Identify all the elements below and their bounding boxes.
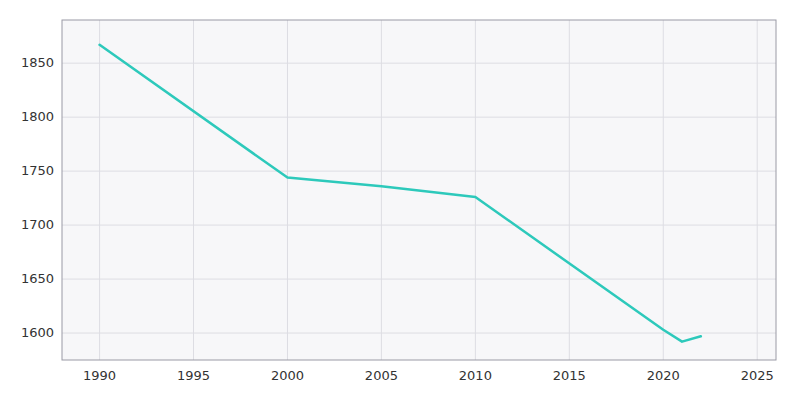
x-tick-label: 1995: [177, 368, 210, 383]
plot-frame: [62, 20, 776, 360]
x-axis: 1990 1995 2000 2005 2010 2015 2020 2025: [83, 368, 774, 383]
data-layer: [100, 45, 701, 342]
y-tick-label: 1750: [21, 163, 54, 178]
grid: [62, 20, 776, 360]
x-tick-label: 2025: [741, 368, 774, 383]
y-grid-line: [62, 117, 776, 118]
x-grid-line: [287, 20, 288, 360]
x-tick-label: 2020: [647, 368, 680, 383]
x-tick-label: 2010: [459, 368, 492, 383]
x-tick-label: 1990: [83, 368, 116, 383]
x-grid-line: [193, 20, 194, 360]
y-tick-label: 1850: [21, 55, 54, 70]
x-tick-label: 2000: [271, 368, 304, 383]
x-grid-line: [475, 20, 476, 360]
data-line: [100, 45, 701, 342]
plot-background: [62, 20, 776, 360]
y-grid-line: [62, 171, 776, 172]
x-grid-line: [381, 20, 382, 360]
chart-container: 1600 1650 1700 1750 1800 1850 1990 1995 2000 2005…: [0, 0, 800, 400]
y-axis: 1600 1650 1700 1750 1800 1850: [21, 55, 54, 340]
y-grid-line: [62, 225, 776, 226]
y-tick-label: 1650: [21, 271, 54, 286]
y-grid-line: [62, 63, 776, 64]
chart-svg: 1600 1650 1700 1750 1800 1850 1990 1995 2000 2005…: [0, 0, 800, 400]
y-tick-label: 1600: [21, 325, 54, 340]
x-tick-label: 2005: [365, 368, 398, 383]
x-grid-line: [569, 20, 570, 360]
y-tick-label: 1800: [21, 109, 54, 124]
x-grid-line: [99, 20, 100, 360]
x-grid-line: [663, 20, 664, 360]
y-tick-label: 1700: [21, 217, 54, 232]
y-grid-line: [62, 279, 776, 280]
x-tick-label: 2015: [553, 368, 586, 383]
x-grid-line: [757, 20, 758, 360]
